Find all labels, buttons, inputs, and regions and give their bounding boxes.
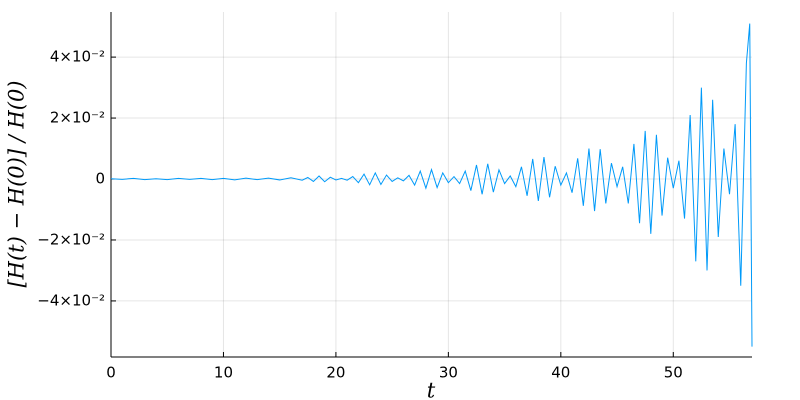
y-tick-label: 0 bbox=[95, 170, 105, 188]
x-tick-label: 40 bbox=[551, 364, 570, 382]
y-tick-label: 4×10⁻² bbox=[50, 48, 105, 66]
line-series bbox=[110, 23, 753, 347]
x-tick-label: 30 bbox=[439, 364, 458, 382]
x-tick-label: 10 bbox=[214, 364, 233, 382]
x-tick-label: 20 bbox=[326, 364, 345, 382]
x-axis-label: t bbox=[427, 379, 436, 400]
x-tick-label: 50 bbox=[664, 364, 683, 382]
x-tick-label: 0 bbox=[106, 364, 116, 382]
y-tick-label: 2×10⁻² bbox=[50, 109, 105, 127]
y-tick-label: −4×10⁻² bbox=[37, 291, 105, 309]
y-axis-label: [H(t) − H(0)] / H(0) bbox=[5, 80, 29, 287]
y-tick-label: −2×10⁻² bbox=[37, 230, 105, 248]
